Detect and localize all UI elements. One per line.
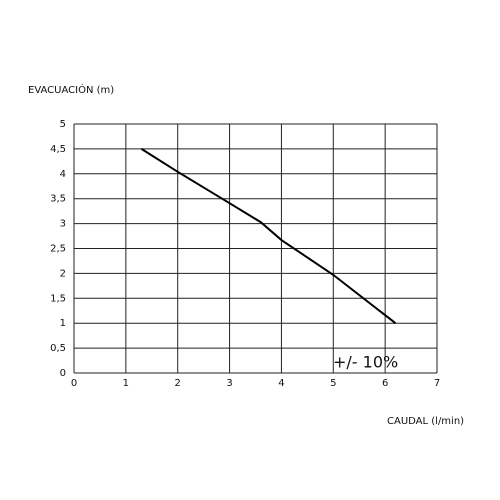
y-axis-label: EVACUACIÓN (m) (28, 83, 114, 96)
y-tick-label: 2,5 (50, 244, 66, 255)
y-tick-label: 1,5 (50, 293, 66, 304)
x-tick-label: 3 (226, 378, 232, 389)
y-tick-label: 1 (60, 318, 66, 329)
y-tick-label: 5 (60, 119, 66, 130)
y-tick-label: 2 (60, 268, 66, 279)
x-tick-label: 2 (175, 378, 181, 389)
x-tick-label: 4 (278, 378, 284, 389)
x-axis-label: CAUDAL (l/min) (387, 416, 464, 427)
y-tick-label: 4 (60, 169, 66, 180)
x-tick-label: 6 (382, 378, 388, 389)
x-tick-label: 5 (330, 378, 336, 389)
y-tick-label: 3,5 (50, 194, 66, 205)
annotation: +/- 10% (333, 353, 398, 372)
y-tick-label: 4,5 (50, 144, 66, 155)
y-tick-label: 3 (60, 219, 66, 230)
x-tick-label: 0 (71, 378, 77, 389)
x-tick-label: 1 (123, 378, 129, 389)
data-line (140, 148, 397, 324)
x-tick-label: 7 (434, 378, 440, 389)
y-tick-label: 0,5 (50, 343, 66, 354)
y-tick-label: 0 (60, 368, 66, 379)
